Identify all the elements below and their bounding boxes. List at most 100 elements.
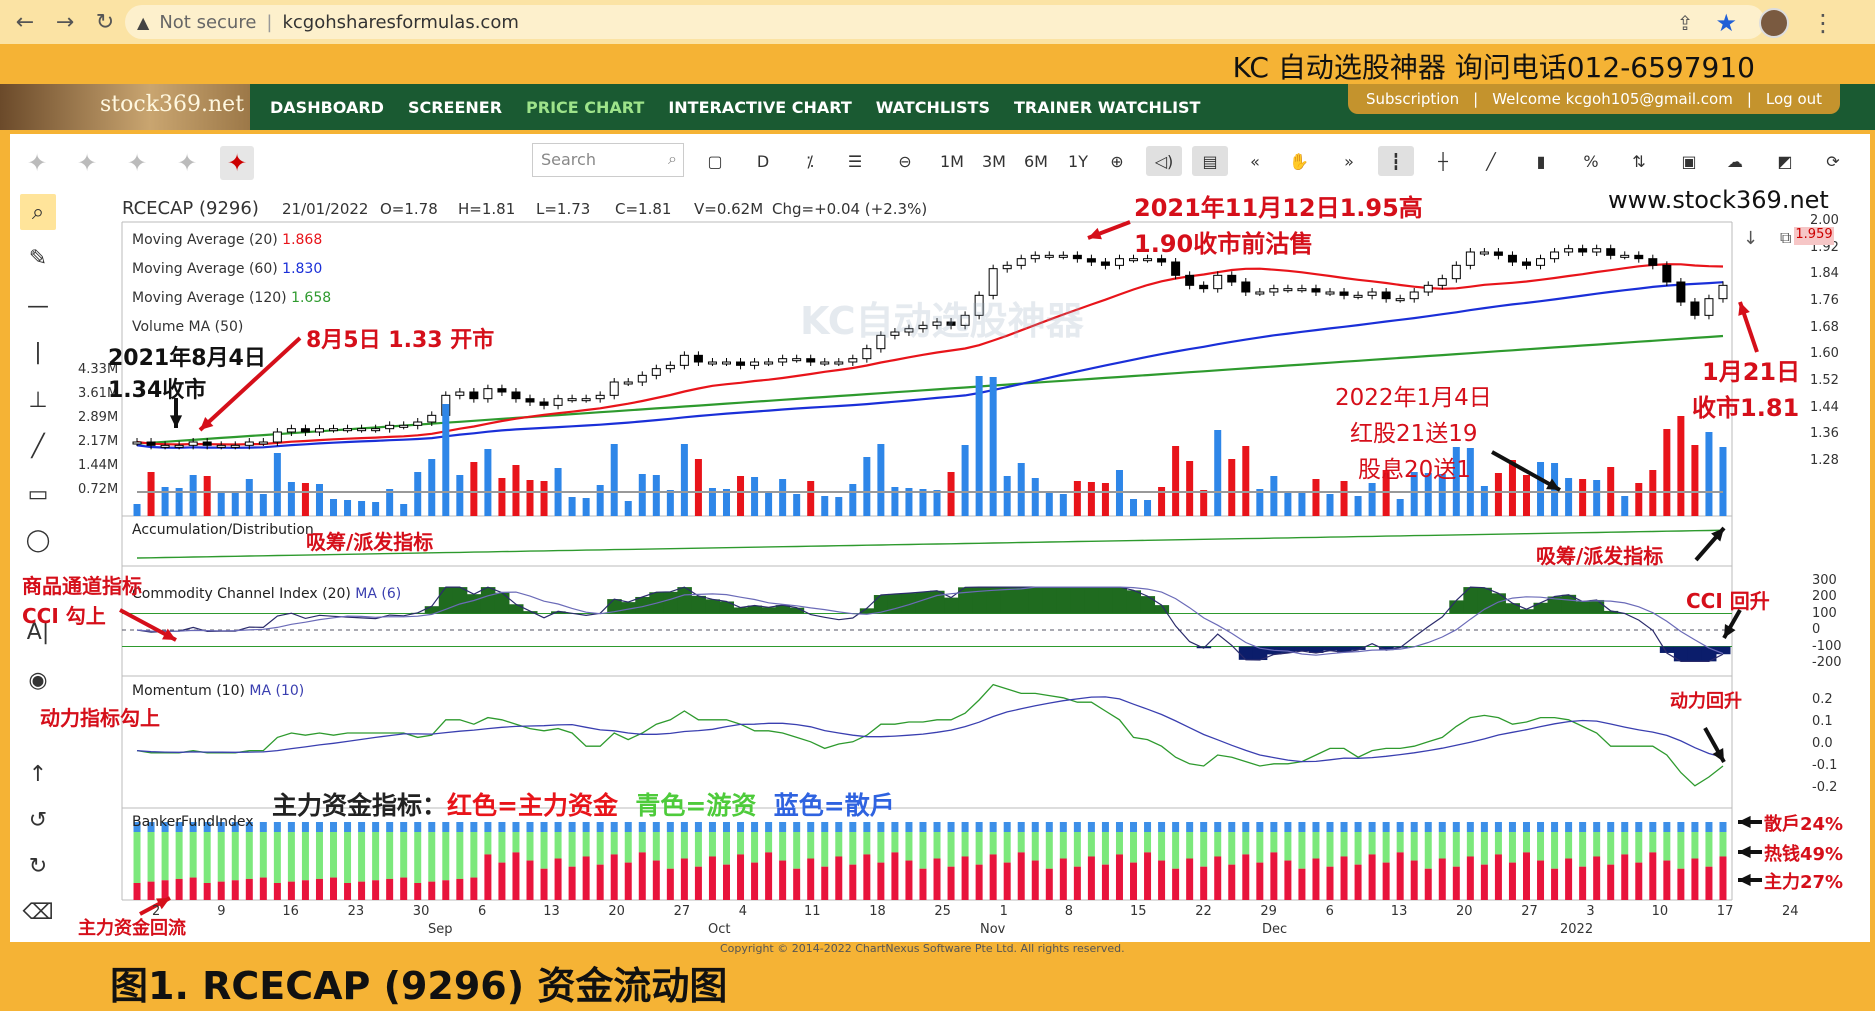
bfi-main-bar: [217, 881, 225, 900]
compare-icon[interactable]: ⇅: [1632, 151, 1646, 171]
snapshot-icon[interactable]: ▣: [1681, 151, 1697, 171]
trend-line-icon[interactable]: ╱: [31, 433, 45, 459]
dragon-logo-icon[interactable]: ✦: [176, 149, 198, 177]
profile-avatar[interactable]: [1759, 8, 1789, 38]
dragon-logo-icon[interactable]: ✦: [76, 149, 98, 177]
candle-body: [1662, 264, 1672, 283]
bfi-main-bar: [765, 852, 773, 900]
sound-icon[interactable]: ◁): [1146, 146, 1182, 176]
logout-link[interactable]: Log out: [1765, 90, 1823, 108]
volume-bar: [315, 484, 323, 516]
period-6m[interactable]: 6M: [1024, 151, 1048, 171]
site-logo[interactable]: stock369.net: [0, 84, 250, 130]
bfi-hot-bar: [849, 832, 857, 865]
bfi-hot-bar: [877, 832, 885, 863]
ohlc-bar-icon[interactable]: ┼: [1438, 151, 1448, 171]
bfi-hot-bar: [1480, 832, 1488, 865]
subscription-link[interactable]: Subscription: [1365, 90, 1460, 108]
pan-hand-icon[interactable]: ✋: [1289, 151, 1309, 171]
nav-screener[interactable]: SCREENER: [407, 98, 503, 117]
candle-body: [230, 444, 240, 448]
rotate-cw-icon[interactable]: ↻: [28, 853, 48, 879]
candlestick-icon[interactable]: ┇: [1378, 146, 1414, 176]
zoom-in-icon[interactable]: ⊕: [1110, 151, 1124, 171]
x-tick-label: 17: [1716, 904, 1734, 919]
arrow-up-line-icon[interactable]: ⊥: [28, 387, 48, 413]
bfi-main-bar: [1354, 864, 1362, 900]
period-d[interactable]: D: [756, 151, 770, 171]
scroll-left-icon[interactable]: «: [1250, 151, 1260, 171]
period-1y[interactable]: 1Y: [1068, 151, 1088, 171]
refresh-icon[interactable]: ⟳: [1826, 151, 1840, 171]
dragon-logo-icon[interactable]: ✦: [126, 149, 148, 177]
cci-fill-up: [1084, 587, 1099, 614]
bfi-retail-bar: [807, 822, 815, 832]
volume-bar: [1045, 493, 1053, 516]
cci-fill-down: [1687, 646, 1703, 662]
period-3m[interactable]: 3M: [982, 151, 1006, 171]
ohlc-change: Chg=+0.04 (+2.3%): [772, 200, 928, 218]
candle-body: [567, 398, 577, 402]
text-tool-icon[interactable]: A|: [26, 619, 50, 645]
dragon-logo-icon[interactable]: ✦: [26, 149, 48, 177]
menu-icon[interactable]: ⋮: [1811, 9, 1835, 37]
eraser-icon[interactable]: ⌫: [22, 899, 54, 925]
percent-icon[interactable]: ⁒: [806, 151, 814, 171]
candle-icon[interactable]: ▮: [1536, 151, 1546, 171]
bfi-main-bar: [849, 864, 857, 900]
nav-trainer-watchlist[interactable]: TRAINER WATCHLIST: [1013, 98, 1201, 117]
volume-bar: [1214, 430, 1222, 516]
nav-dashboard[interactable]: DASHBOARD: [270, 98, 384, 117]
vertical-line-icon[interactable]: |: [34, 339, 42, 365]
reload-icon[interactable]: ↻: [95, 9, 115, 35]
ellipse-icon[interactable]: ◯: [25, 527, 51, 553]
report-icon[interactable]: ▤: [1192, 146, 1228, 176]
download-icon[interactable]: ↓: [1743, 228, 1759, 249]
bfi-main-bar: [245, 878, 253, 900]
symbol-search-input[interactable]: Search ⌕: [532, 143, 684, 177]
nav-interactive-chart[interactable]: INTERACTIVE CHART: [668, 98, 852, 117]
nav-price-chart[interactable]: PRICE CHART: [526, 98, 645, 117]
percent-scale-icon[interactable]: %: [1583, 151, 1599, 171]
address-bar[interactable]: ▲ Not secure | kcgohsharesformulas.com: [125, 5, 1765, 39]
bookmark-star-icon[interactable]: ★: [1715, 9, 1737, 37]
area-chart-icon[interactable]: ◩: [1777, 151, 1793, 171]
rectangle-icon[interactable]: ▭: [27, 481, 49, 507]
bfi-main-bar: [1073, 866, 1081, 900]
arrow-up-icon[interactable]: ↑: [28, 761, 48, 787]
rotate-ccw-icon[interactable]: ↺: [28, 807, 48, 833]
back-icon[interactable]: ←: [15, 9, 35, 35]
share-icon[interactable]: ⇪: [1676, 11, 1694, 35]
candle-body: [988, 268, 998, 296]
bfi-hot-bar: [414, 832, 422, 883]
search-icon[interactable]: ⌕: [668, 149, 677, 168]
notes-icon[interactable]: ☰: [847, 151, 863, 171]
dragon-logo-active-icon[interactable]: ✦: [220, 146, 254, 180]
period-1m[interactable]: 1M: [940, 151, 964, 171]
annot-jan21-date: 1月21日: [1702, 358, 1801, 386]
volume-bar: [961, 445, 969, 516]
bfi-retail-bar: [1396, 822, 1404, 832]
bfi-main-pct: 主力27%: [1764, 872, 1844, 893]
annotate-icon[interactable]: ✎: [28, 245, 48, 271]
horizontal-line-icon[interactable]: —: [27, 293, 49, 319]
ma60-value: 1.830: [282, 261, 323, 277]
nav-watchlists[interactable]: WATCHLISTS: [875, 98, 990, 117]
bfi-hot-bar: [470, 832, 478, 878]
bfi-hot-bar: [863, 832, 871, 855]
candle-body: [427, 414, 437, 423]
zoom-out-icon[interactable]: ⊖: [898, 151, 912, 171]
volume-bar: [330, 499, 338, 516]
crosshair-zoom-icon[interactable]: ⌕: [20, 194, 56, 230]
bfi-main-bar: [1186, 858, 1194, 900]
palette-icon[interactable]: ◉: [28, 667, 48, 693]
forward-icon[interactable]: →: [55, 9, 75, 35]
ma120-legend: Moving Average (120) 1.658: [132, 290, 331, 306]
scroll-right-icon[interactable]: »: [1344, 151, 1354, 171]
line-chart-icon[interactable]: ╱: [1486, 151, 1496, 171]
chart-box-icon[interactable]: ▢: [707, 151, 723, 171]
bfi-retail-bar: [1438, 822, 1446, 832]
cloud-icon[interactable]: ☁: [1727, 151, 1743, 171]
popout-icon[interactable]: ⧉: [1780, 228, 1792, 247]
